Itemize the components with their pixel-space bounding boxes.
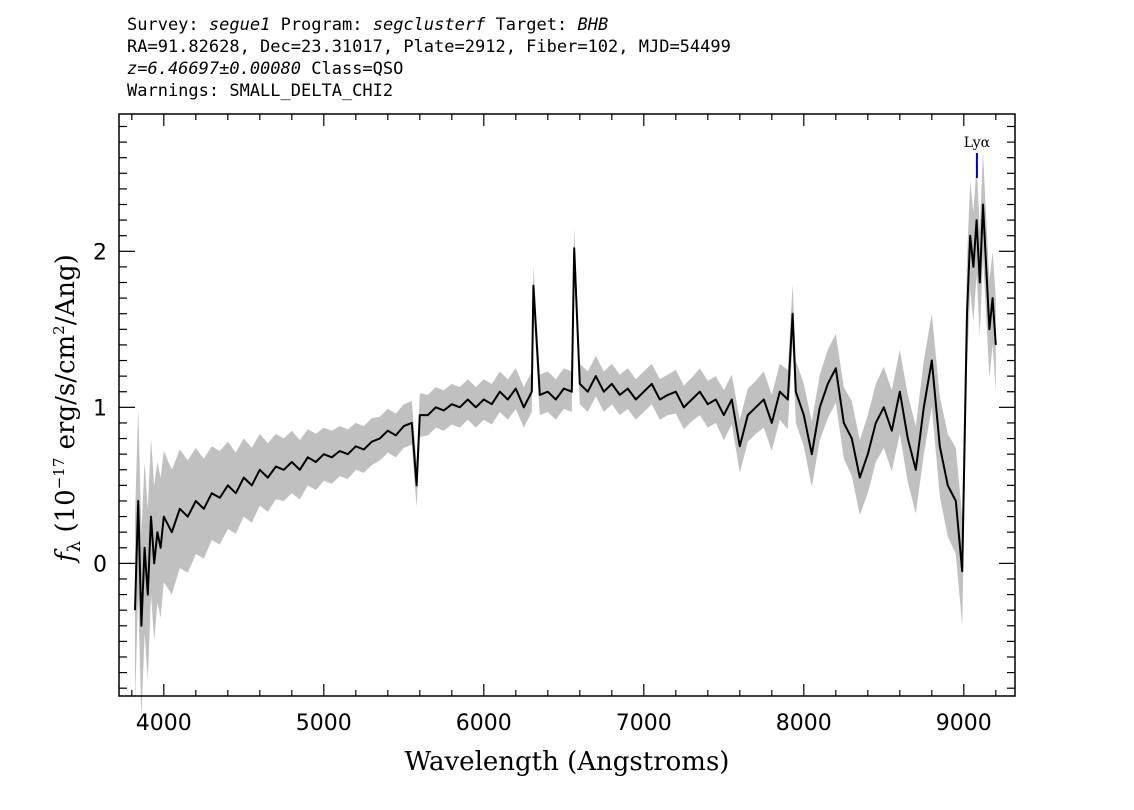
y-axis-label-part2: erg/s/cm	[51, 335, 81, 458]
y-axis-label: fλ (10−17 erg/s/cm2/Ang)	[50, 254, 85, 564]
flux-line	[134, 203, 997, 627]
program-value: segclusterf	[372, 15, 486, 35]
error-band	[135, 153, 996, 720]
y-axis-label-exponent2: 2	[50, 325, 68, 335]
flux-series	[134, 203, 997, 627]
header-line-coordinates: RA=91.82628, Dec=23.31017, Plate=2912, F…	[127, 37, 731, 57]
spectrum-header: Survey: segue1 Program: segclusterf Targ…	[127, 14, 731, 102]
redshift-value: z=6.46697±0.00080	[127, 59, 301, 79]
x-tick-label: 6000	[456, 711, 512, 736]
y-axis-label-exponent: −17	[50, 458, 68, 490]
y-axis-label-subscript: λ	[64, 541, 85, 552]
class-value: Class=QSO	[311, 59, 404, 79]
error-band-area	[135, 153, 996, 720]
program-label: Program:	[280, 15, 363, 35]
y-axis-label-part1: (10	[51, 489, 81, 541]
header-line-survey: Survey: segue1 Program: segclusterf Targ…	[127, 14, 731, 36]
x-axis-label: Wavelength (Angstroms)	[405, 747, 730, 777]
target-value: BHB	[577, 15, 609, 35]
y-axis-label-part3: /Ang)	[51, 254, 81, 325]
x-tick-label: 8000	[776, 711, 832, 736]
x-tick-label: 4000	[136, 711, 192, 736]
target-label: Target:	[495, 15, 568, 35]
y-tick-label: 2	[93, 240, 107, 265]
x-tick-label: 7000	[616, 711, 672, 736]
lya-marker-label: Lyα	[964, 135, 991, 151]
header-line-warnings: Warnings: SMALL_DELTA_CHI2	[127, 81, 394, 101]
line-markers: Lyα	[964, 135, 991, 178]
y-tick-label: 1	[93, 396, 107, 421]
survey-label: Survey:	[127, 15, 199, 35]
header-line-redshift: z=6.46697±0.00080 Class=QSO	[127, 58, 731, 80]
x-tick-labels: 4000 5000 6000 7000 8000 9000	[136, 711, 992, 736]
y-tick-labels: 0 1 2	[93, 240, 107, 577]
axis-ticks	[119, 114, 1015, 696]
x-tick-label: 5000	[296, 711, 352, 736]
survey-value: segue1	[208, 15, 271, 35]
plot-frame	[118, 113, 1016, 697]
x-tick-label: 9000	[936, 711, 992, 736]
y-tick-label: 0	[93, 552, 107, 577]
